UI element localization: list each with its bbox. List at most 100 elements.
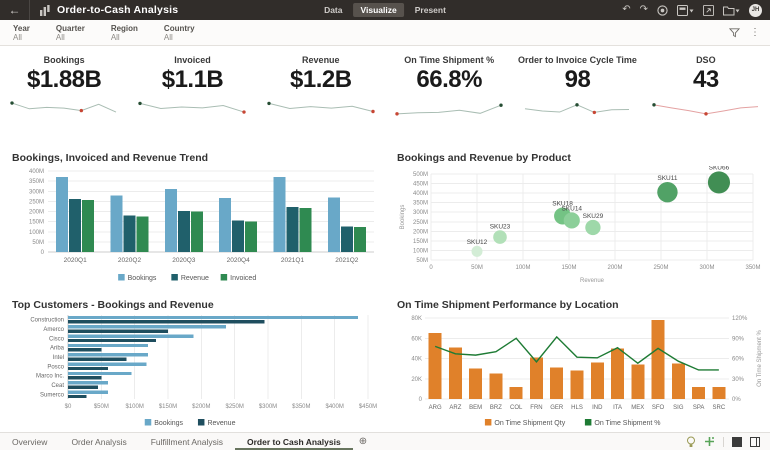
svg-text:On Time Shipment %: On Time Shipment % (757, 329, 763, 386)
filter-region[interactable]: Region All (111, 24, 138, 42)
filter-value: All (163, 32, 173, 42)
svg-text:2020Q2: 2020Q2 (118, 257, 142, 264)
kpi-sparkline (395, 103, 503, 116)
undo-icon[interactable]: ↶ (622, 4, 631, 15)
canvas-properties-icon[interactable] (677, 4, 694, 16)
kpi-sparkline (138, 101, 247, 114)
svg-text:$250M: $250M (225, 404, 243, 410)
chart-bookings-invoiced-revenue-trend[interactable]: Bookings, Invoiced and Revenue Trend 0 50… (0, 130, 385, 290)
canvas-tab-fulfillment-analysis[interactable]: Fulfillment Analysis (150, 436, 223, 447)
svg-text:100M: 100M (29, 230, 44, 236)
svg-text:$450M: $450M (359, 404, 377, 410)
svg-text:SKU23: SKU23 (490, 223, 511, 230)
grouped-bar-chart-canvas[interactable]: 0 50M 100M 150M 200M 250M 300M 350M 400M 2020Q1 20… (12, 166, 380, 284)
svg-text:300M: 300M (29, 189, 44, 195)
svg-text:Revenue: Revenue (580, 278, 605, 284)
filter-value: All (13, 32, 22, 42)
svg-text:Invoiced: Invoiced (230, 275, 256, 282)
svg-text:ITA: ITA (613, 405, 622, 411)
svg-text:400M: 400M (413, 191, 428, 197)
kpi-revenue[interactable]: Revenue $1.2B (257, 52, 385, 130)
chart-on-time-shipment-by-location[interactable]: On Time Shipment Performance by Location… (385, 290, 770, 432)
bubble-chart-canvas[interactable]: 50M 100M 150M 200M 250M 300M 350M 400M 450M 500M 0… (397, 164, 765, 284)
filter-year[interactable]: Year All (13, 24, 30, 42)
horizontal-bar-chart-canvas[interactable]: $0 $50M $100M $150M $200M $250M $300M $350M $400… (12, 313, 380, 429)
svg-text:200M: 200M (607, 265, 622, 271)
back-button[interactable]: ← (0, 0, 30, 20)
canvas-layout-filled-icon[interactable] (732, 436, 742, 447)
filter-label: Region (110, 23, 138, 33)
kpi-row: Bookings $1.88B Invoiced $1.1B Revenue $… (0, 46, 770, 130)
svg-text:$400M: $400M (325, 404, 343, 410)
insights-lightbulb-icon[interactable] (686, 436, 696, 448)
kpi-bookings[interactable]: Bookings $1.88B (0, 52, 128, 130)
svg-text:SKU18: SKU18 (552, 201, 573, 208)
chart-title: On Time Shipment Performance by Location (397, 299, 619, 311)
svg-text:Revenue: Revenue (181, 275, 209, 282)
tab-visualize[interactable]: Visualize (353, 3, 404, 17)
preview-icon[interactable] (703, 4, 714, 16)
svg-text:Construction: Construction (30, 318, 64, 324)
filter-quarter[interactable]: Quarter All (56, 24, 85, 42)
kpi-on-time-shipment[interactable]: On Time Shipment % 66.8% (385, 52, 513, 130)
filter-options-icon[interactable] (729, 27, 740, 38)
svg-text:100M: 100M (413, 248, 428, 254)
svg-text:On Time Shipment %: On Time Shipment % (594, 420, 660, 427)
kpi-value: 43 (692, 66, 719, 93)
svg-text:0: 0 (41, 250, 45, 256)
workbook-title: Order-to-Cash Analysis (57, 4, 179, 16)
canvas-layout-split-icon[interactable] (750, 436, 760, 447)
svg-text:40K: 40K (411, 357, 422, 363)
chart-title: Bookings, Invoiced and Revenue Trend (12, 152, 209, 164)
svg-text:Sumerco: Sumerco (40, 392, 65, 398)
svg-text:30%: 30% (732, 377, 745, 383)
svg-text:Amerco: Amerco (43, 327, 64, 333)
svg-text:300M: 300M (413, 210, 428, 216)
add-canvas-icon[interactable]: ⊕ (358, 436, 368, 447)
svg-text:SKU12: SKU12 (467, 239, 488, 246)
redo-icon[interactable]: ↷ (639, 4, 648, 15)
kebab-menu-icon[interactable]: ⋮ (750, 27, 760, 38)
touring-icon[interactable] (657, 4, 668, 16)
svg-text:150M: 150M (29, 220, 44, 226)
kpi-label: Invoiced (174, 55, 211, 65)
svg-text:Ceat: Ceat (51, 383, 64, 389)
kpi-label: DSO (696, 55, 716, 65)
kpi-order-to-invoice-cycle-time[interactable]: Order to Invoice Cycle Time 98 (513, 52, 641, 130)
divider (723, 436, 724, 447)
save-icon[interactable] (723, 5, 740, 16)
svg-text:250M: 250M (653, 265, 668, 271)
svg-text:250M: 250M (413, 220, 428, 226)
canvas-tab-overview[interactable]: Overview (12, 436, 48, 447)
svg-text:2020Q1: 2020Q1 (64, 257, 88, 264)
top-bar: ← Order-to-Cash Analysis Data Visualize … (0, 0, 770, 20)
chart-title: Bookings and Revenue by Product (397, 152, 571, 164)
svg-text:200M: 200M (413, 229, 428, 235)
avatar[interactable]: JH (749, 3, 762, 17)
svg-text:Ariba: Ariba (50, 346, 65, 352)
svg-text:SRC: SRC (713, 405, 726, 411)
svg-text:Cisco: Cisco (49, 336, 65, 342)
svg-text:$100M: $100M (125, 404, 143, 410)
chart-title: Top Customers - Bookings and Revenue (12, 299, 214, 311)
svg-text:50M: 50M (471, 265, 483, 271)
svg-text:Bookings: Bookings (400, 205, 406, 230)
tab-data[interactable]: Data (324, 5, 343, 15)
combo-chart-canvas[interactable]: 0 20K 40K 60K 80K 0% 30% 60% 90% 120% ARG ARZ BEM BRZ… (397, 313, 765, 429)
kpi-sparkline (267, 101, 375, 114)
svg-text:2021Q2: 2021Q2 (335, 257, 359, 264)
svg-text:SFO: SFO (652, 405, 665, 411)
chart-bookings-revenue-by-product[interactable]: Bookings and Revenue by Product 50M 100M 1… (385, 130, 770, 290)
canvas-tab-order-analysis[interactable]: Order Analysis (71, 436, 127, 447)
auto-insights-icon[interactable] (704, 436, 715, 447)
svg-text:150M: 150M (561, 265, 576, 271)
chart-top-customers[interactable]: Top Customers - Bookings and Revenue $0 $… (0, 290, 385, 432)
kpi-invoiced[interactable]: Invoiced $1.1B (128, 52, 256, 130)
svg-text:300M: 300M (699, 265, 714, 271)
filter-country[interactable]: Country All (164, 24, 195, 42)
tab-present[interactable]: Present (414, 5, 446, 15)
kpi-dso[interactable]: DSO 43 (642, 52, 770, 130)
canvas-tab-order-to-cash-analysis[interactable]: Order to Cash Analysis (235, 433, 353, 450)
svg-text:SKU11: SKU11 (657, 175, 677, 182)
